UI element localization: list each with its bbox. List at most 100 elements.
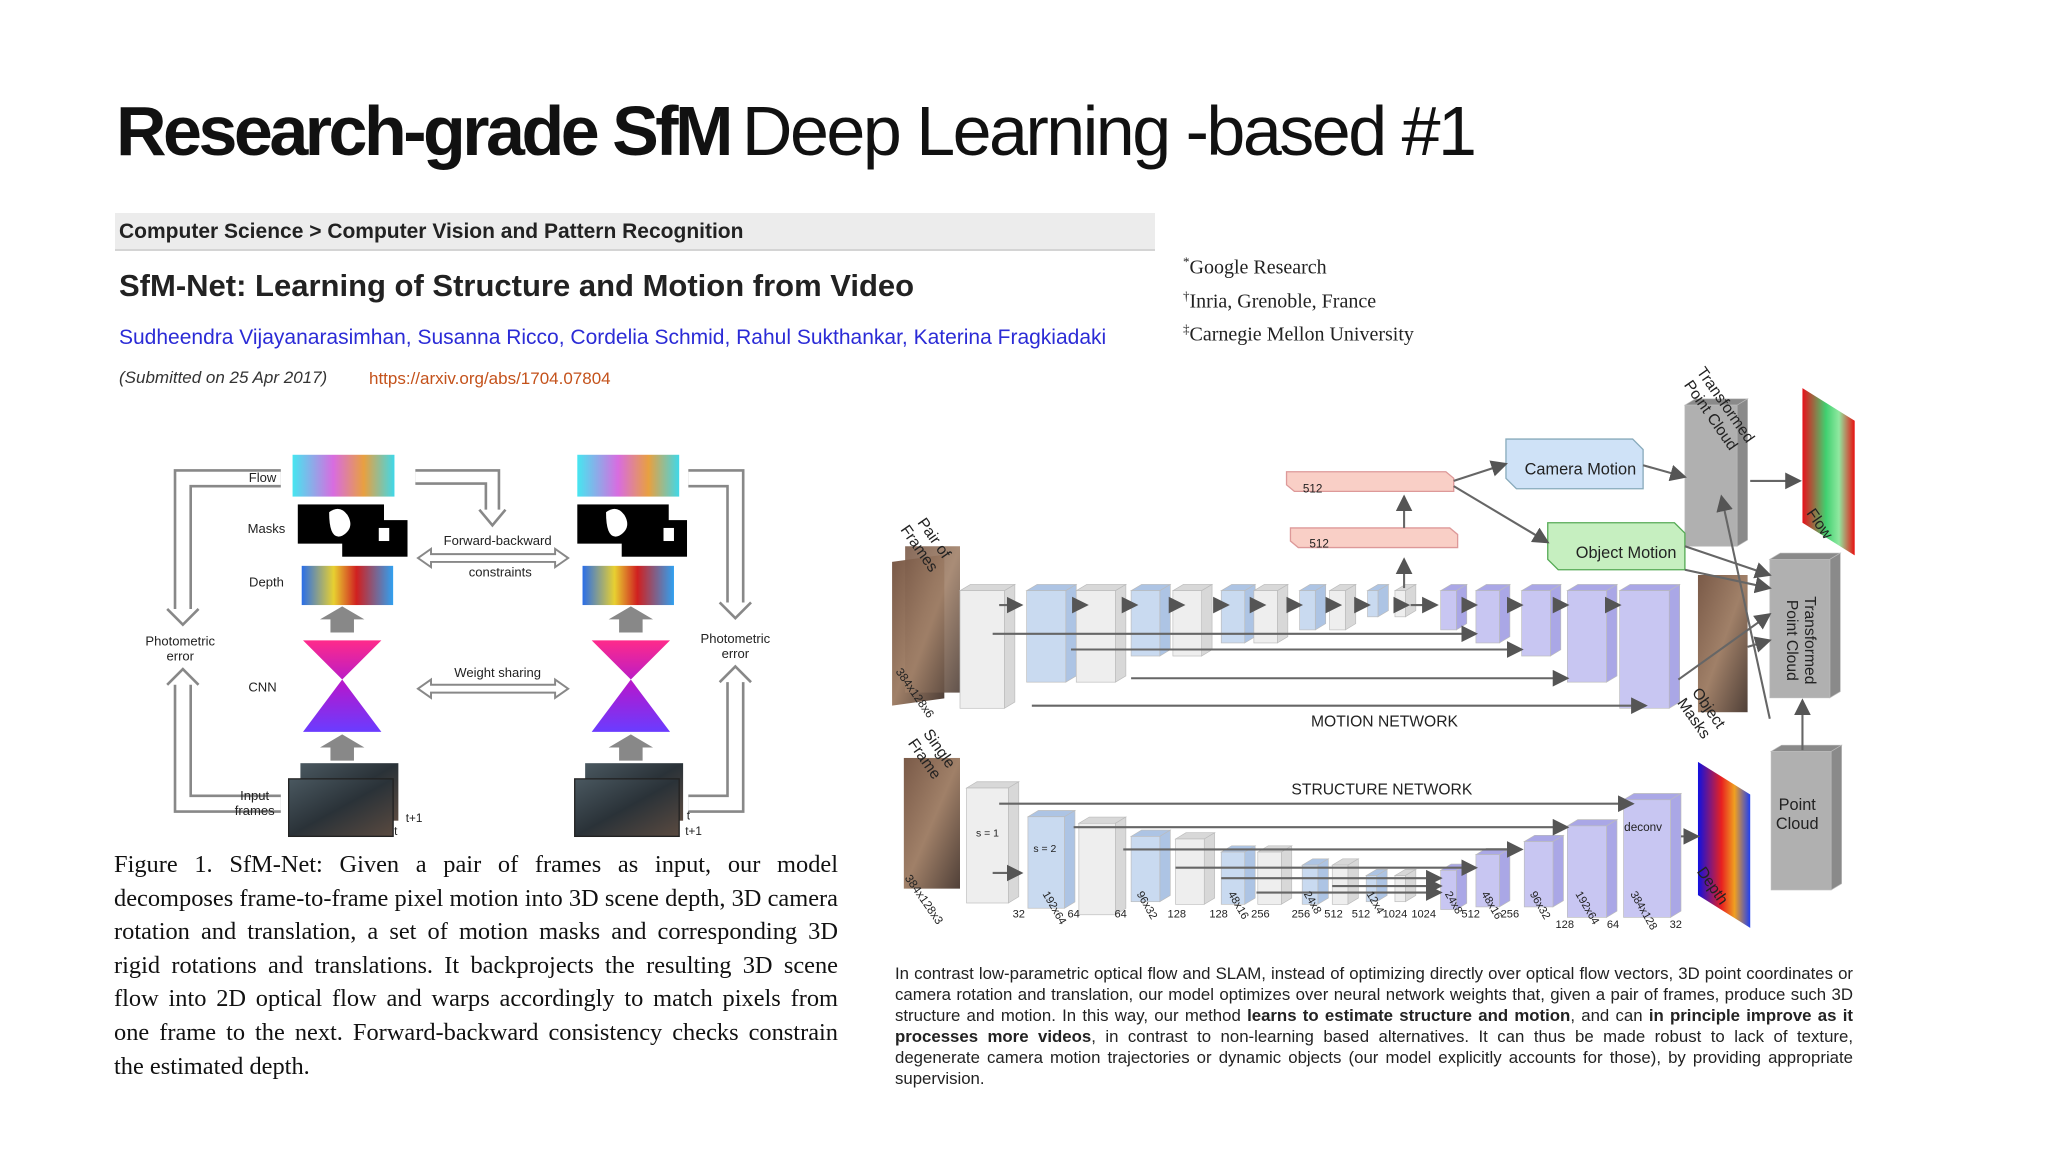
- layer-block: [1475, 854, 1500, 908]
- text-line: STRUCTURE NETWORK: [1291, 782, 1472, 799]
- text-line: Forward-backward: [444, 533, 552, 548]
- paper-title: SfM-Net: Learning of Structure and Motio…: [119, 268, 915, 303]
- affiliation: *Google Research: [1183, 248, 1414, 282]
- connector-arrow: [1453, 485, 1550, 544]
- layer-block: [1301, 864, 1319, 905]
- layer-block: [1567, 590, 1607, 683]
- layer-block: [959, 590, 1005, 709]
- text-line: Weight sharing: [454, 665, 541, 680]
- connector-arrow: [1747, 636, 1772, 653]
- text-line: Camera Motion: [1525, 460, 1637, 478]
- layer-block: [1770, 751, 1832, 891]
- dimension-label: 512: [1461, 908, 1480, 920]
- text-line: 256: [1501, 908, 1520, 920]
- text-line: Input: [240, 788, 269, 803]
- layer-block: [1130, 836, 1161, 903]
- layer-block: [1344, 583, 1357, 631]
- layer-block: [1244, 845, 1256, 905]
- text-line: Transformed: [1801, 596, 1818, 684]
- affiliation-mark: ‡: [1183, 321, 1190, 337]
- text-line: Cloud: [1776, 815, 1819, 833]
- layer-block: [1317, 858, 1329, 905]
- cnn-label: CNN: [248, 679, 276, 694]
- affiliation: †Inria, Grenoble, France: [1183, 282, 1414, 316]
- layer-block: [1550, 583, 1562, 657]
- layer-block: [1026, 590, 1067, 683]
- layer-block: [1830, 744, 1842, 891]
- text-line: t: [394, 825, 398, 838]
- connector-arrow: [1684, 545, 1772, 579]
- text-line: Flow: [249, 470, 277, 485]
- text-line: 128: [1209, 908, 1228, 920]
- connector-arrow: [1453, 460, 1508, 482]
- dimension-label: 512: [1324, 908, 1343, 920]
- t-label: t+1: [685, 825, 702, 838]
- layer-block: [1347, 858, 1359, 905]
- affiliation-mark: †: [1183, 287, 1190, 303]
- layer-block: [1499, 847, 1511, 908]
- slide-title: Research-grade SfM Deep Learning -based #…: [116, 96, 1477, 166]
- dimension-label: 128: [1209, 908, 1228, 920]
- layer-block: [1201, 583, 1213, 657]
- affiliation-text: Carnegie Mellon University: [1189, 323, 1414, 346]
- text-line: deconv: [1624, 821, 1662, 834]
- transformed-point-cloud-label: TransformedPoint Cloud: [1783, 596, 1818, 684]
- figure-1-network-left: [288, 454, 408, 838]
- t-label: t: [394, 825, 398, 838]
- text-line: 256: [1292, 908, 1311, 920]
- layer-block: [1329, 590, 1346, 631]
- text-line: s = 2: [1033, 844, 1056, 855]
- layer-block: [1130, 590, 1161, 657]
- layer-block: [1027, 816, 1065, 909]
- layer-block: [1365, 875, 1377, 903]
- layer-block: [1394, 590, 1406, 618]
- motion-network-label: MOTION NETWORK: [1311, 714, 1459, 731]
- text-line: frames: [235, 803, 275, 818]
- weight-sharing-label: Weight sharing: [454, 665, 541, 680]
- affiliations: *Google Research †Inria, Grenoble, France…: [1183, 248, 1414, 349]
- text-line: 64: [1114, 908, 1126, 920]
- text-line: 64: [1067, 908, 1079, 920]
- layer-block: [1115, 816, 1127, 916]
- title-bold: Research-grade SfM: [116, 92, 733, 170]
- description-text: In contrast low-parametric optical flow …: [895, 964, 1853, 1025]
- layer-block: [1619, 590, 1670, 709]
- dimension-label: 1024: [1383, 908, 1408, 920]
- layer-block: [1668, 583, 1680, 709]
- dimension-label: 1024: [1411, 908, 1436, 920]
- dimension-label: 256: [1251, 908, 1270, 920]
- layer-block: [1521, 590, 1551, 657]
- photometric-label: Photometric error: [701, 631, 771, 661]
- layer-block: [1159, 829, 1171, 903]
- text-line: Depth: [249, 575, 284, 590]
- layer-block: [1768, 552, 1842, 560]
- dimension-label: 64: [1607, 919, 1619, 931]
- text-line: t+1: [406, 812, 423, 825]
- flow-label: Flow: [249, 470, 277, 485]
- layer-block: [1829, 552, 1841, 699]
- dimension-label: 256: [1292, 908, 1311, 920]
- masks-label: Masks: [248, 521, 286, 536]
- dimension-label: 128: [1168, 908, 1187, 920]
- figure-1-network-right: [574, 454, 688, 838]
- layer-block: [1159, 583, 1171, 657]
- text-line: 128: [1555, 919, 1574, 931]
- figure-caption: Figure 1. SfM-Net: Given a pair of frame…: [114, 851, 838, 1080]
- text-line: 1024: [1411, 908, 1436, 920]
- description-text: , and can: [1570, 1006, 1649, 1025]
- layer-block: [1475, 590, 1500, 644]
- breadcrumb: Computer Science > Computer Vision and P…: [115, 213, 1155, 251]
- text-line: 256: [1251, 908, 1270, 920]
- layer-block: [1670, 792, 1682, 918]
- layer-block: [1684, 404, 1738, 547]
- t-label: t: [687, 809, 691, 822]
- paper-link[interactable]: https://arxiv.org/abs/1704.07804: [369, 369, 611, 388]
- layer-block: [966, 787, 1009, 904]
- authors[interactable]: Sudheendra Vijayanarasimhan, Susanna Ric…: [119, 326, 1107, 349]
- dimension-label: 64: [1067, 908, 1079, 920]
- text-line: t+1: [685, 825, 702, 838]
- layer-block: [1606, 583, 1618, 683]
- layer-block: [1004, 583, 1016, 709]
- forward-backward-label: Forward-backward: [444, 533, 552, 548]
